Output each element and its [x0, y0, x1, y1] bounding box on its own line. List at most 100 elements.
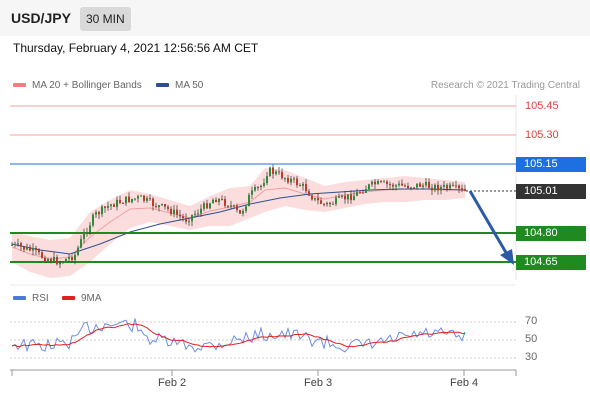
candle-body — [110, 204, 112, 206]
candle-body — [170, 208, 172, 214]
candle-body — [425, 181, 427, 186]
candle-body — [35, 248, 37, 251]
legend-ma20: MA 20 + Bollinger Bands — [13, 80, 142, 91]
candle-body — [404, 185, 406, 187]
candle-body — [395, 185, 397, 187]
candle-body — [56, 257, 58, 265]
candle-body — [203, 203, 205, 209]
candle-body — [167, 206, 169, 209]
candle-body — [284, 178, 286, 180]
candle-body — [269, 167, 271, 177]
rsi-ma-swatch-icon — [62, 296, 75, 301]
level-label-r1: 105.30 — [525, 129, 559, 141]
candle-body — [428, 181, 430, 188]
candle-body — [143, 195, 145, 201]
candle-body — [182, 216, 184, 218]
candle-body — [119, 199, 121, 203]
x-label-feb3: Feb 3 — [304, 377, 333, 389]
candle-body — [179, 214, 181, 217]
candle-body — [26, 247, 28, 250]
candle-body — [236, 205, 238, 211]
candle-body — [104, 206, 106, 208]
candle-body — [317, 197, 319, 201]
legend-rsi-ma-label: 9MA — [81, 293, 102, 304]
candle-body — [416, 183, 418, 188]
candle-body — [311, 195, 313, 200]
x-label-feb4: Feb 4 — [450, 377, 479, 389]
candle-body — [296, 178, 298, 186]
candle-body — [275, 171, 277, 174]
candle-body — [50, 259, 52, 262]
rsi-swatch-icon — [13, 296, 26, 301]
candle-body — [461, 188, 463, 190]
candle-body — [212, 199, 214, 204]
candle-body — [356, 192, 358, 196]
candle-body — [38, 250, 40, 253]
candle-body — [233, 205, 235, 207]
candle-body — [68, 257, 70, 259]
candle-body — [455, 185, 457, 187]
candle-body — [98, 212, 100, 215]
candle-body — [287, 178, 289, 183]
symbol-label: USD/JPY — [11, 10, 71, 26]
candle-body — [392, 184, 394, 187]
candle-body — [113, 204, 115, 207]
candle-body — [59, 262, 61, 265]
forecast-arrow — [468, 190, 510, 257]
candle-body — [443, 184, 445, 187]
candle-body — [248, 194, 250, 207]
candle-body — [353, 195, 355, 201]
candle-body — [158, 205, 160, 208]
candle-body — [335, 197, 337, 204]
candle-body — [230, 205, 232, 207]
candle-body — [389, 184, 391, 186]
candle-body — [320, 200, 322, 204]
candle-body — [83, 232, 85, 240]
candle-body — [41, 252, 43, 258]
candle-body — [101, 206, 103, 215]
candle-body — [140, 195, 142, 197]
candle-body — [191, 214, 193, 222]
level-label-r2: 105.45 — [525, 100, 559, 112]
candle-body — [131, 199, 133, 203]
candle-body — [260, 185, 262, 188]
candle-body — [347, 194, 349, 200]
legend-rsi-label: RSI — [32, 293, 49, 304]
candle-body — [239, 210, 241, 214]
ma50-line — [11, 188, 466, 255]
candle-body — [146, 198, 148, 201]
candle-body — [344, 195, 346, 200]
candle-body — [14, 243, 16, 245]
candle-body — [20, 243, 22, 247]
candle-body — [197, 213, 199, 215]
timeframe-badge[interactable]: 30 MIN — [80, 7, 131, 31]
candle-body — [458, 185, 460, 189]
candle-body — [116, 199, 118, 207]
candle-body — [377, 180, 379, 185]
candle-body — [266, 176, 268, 184]
candle-body — [80, 239, 82, 248]
candle-body — [32, 248, 34, 251]
candle-body — [371, 181, 373, 185]
candle-body — [122, 202, 124, 204]
candle-body — [74, 254, 76, 261]
candle-body — [152, 198, 154, 206]
legend-ma50: MA 50 — [156, 80, 203, 91]
candle-body — [401, 183, 403, 186]
candle-body — [254, 187, 256, 191]
level-tag-s2: 104.65 — [516, 255, 586, 270]
candle-body — [272, 167, 274, 174]
candle-body — [164, 203, 166, 207]
rsi-axis-50: 50 — [525, 333, 538, 345]
credit-text: Research © 2021 Trading Central — [430, 80, 580, 91]
candle-body — [323, 203, 325, 205]
candle-body — [338, 196, 340, 198]
candle-body — [224, 199, 226, 206]
candle-body — [413, 187, 415, 189]
candle-body — [449, 184, 451, 189]
candle-body — [65, 258, 67, 262]
forecast-arrow-head-icon — [500, 249, 514, 265]
candle-body — [155, 205, 157, 208]
candle-body — [23, 246, 25, 250]
